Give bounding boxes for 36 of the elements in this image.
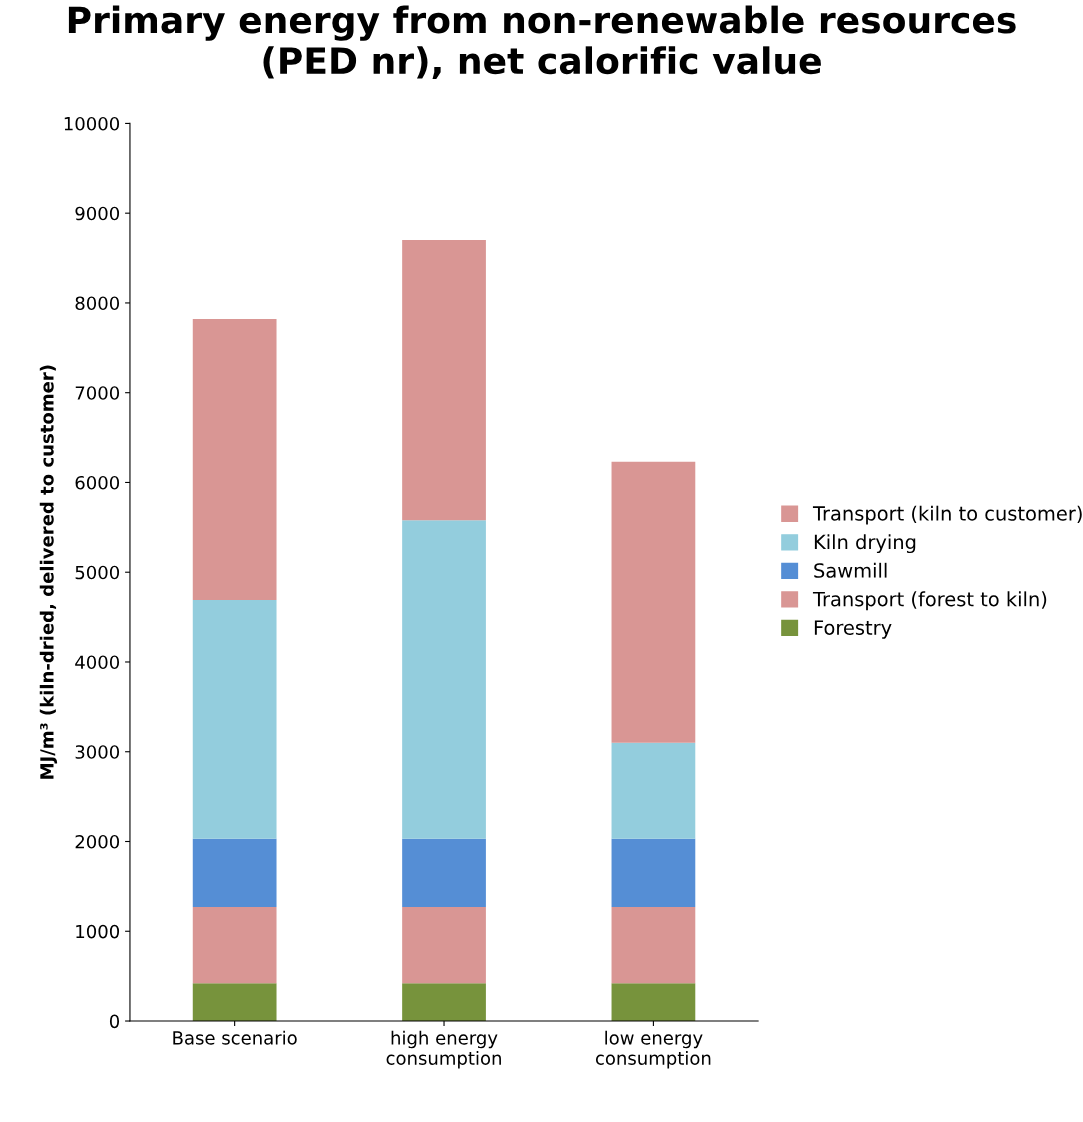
- bar: [611, 983, 696, 1022]
- legend-label: Forestry: [814, 620, 892, 639]
- bar: [611, 742, 696, 839]
- legend-label: Kiln drying: [814, 534, 916, 554]
- y-tick-label: 0: [109, 1014, 120, 1029]
- legend-label: Transport (forest to kiln): [812, 591, 1047, 611]
- bar: [402, 240, 486, 521]
- y-tick-label: 1000: [76, 924, 120, 939]
- y-tick-label: 5000: [75, 565, 120, 580]
- y-tick-label: 10000: [64, 116, 120, 131]
- bar: [402, 983, 486, 1022]
- legend-label: Transport (kiln to customer): [812, 505, 1082, 525]
- bar: [611, 838, 696, 908]
- chart-title: Primary energy from non-renewable resources (PED nr), net calorific value: [68, 5, 1016, 79]
- y-tick-label: 4000: [75, 655, 120, 670]
- bar: [402, 520, 486, 839]
- bar: [192, 907, 277, 984]
- x-tick-label: low energy consumption: [595, 1030, 711, 1069]
- bar: [402, 838, 486, 908]
- y-axis-title: MJ/m³ (kiln-dried, delivered to customer): [39, 365, 58, 779]
- bar: [611, 461, 696, 743]
- bar: [611, 907, 696, 984]
- y-tick-label: 3000: [75, 745, 120, 759]
- legend-label: Sawmill: [814, 562, 887, 578]
- bar: [192, 838, 277, 908]
- bar: [192, 600, 277, 839]
- bar: [192, 319, 277, 601]
- y-tick-label: 8000: [75, 296, 120, 311]
- y-tick-label: 2000: [75, 834, 120, 849]
- bar: [402, 907, 486, 984]
- bar: [192, 983, 277, 1022]
- y-tick-label: 9000: [75, 206, 120, 221]
- y-tick-label: 6000: [75, 475, 120, 490]
- x-tick-label: high energy consumption: [386, 1030, 501, 1069]
- y-tick-label: 7000: [75, 386, 120, 400]
- x-tick-label: Base scenario: [173, 1030, 297, 1045]
